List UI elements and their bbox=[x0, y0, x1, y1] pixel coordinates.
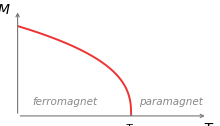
Text: paramagnet: paramagnet bbox=[139, 97, 203, 107]
Text: M: M bbox=[0, 3, 10, 17]
Text: T: T bbox=[203, 122, 212, 126]
Text: ferromagnet: ferromagnet bbox=[33, 97, 98, 107]
Text: $T_c$: $T_c$ bbox=[125, 122, 137, 126]
